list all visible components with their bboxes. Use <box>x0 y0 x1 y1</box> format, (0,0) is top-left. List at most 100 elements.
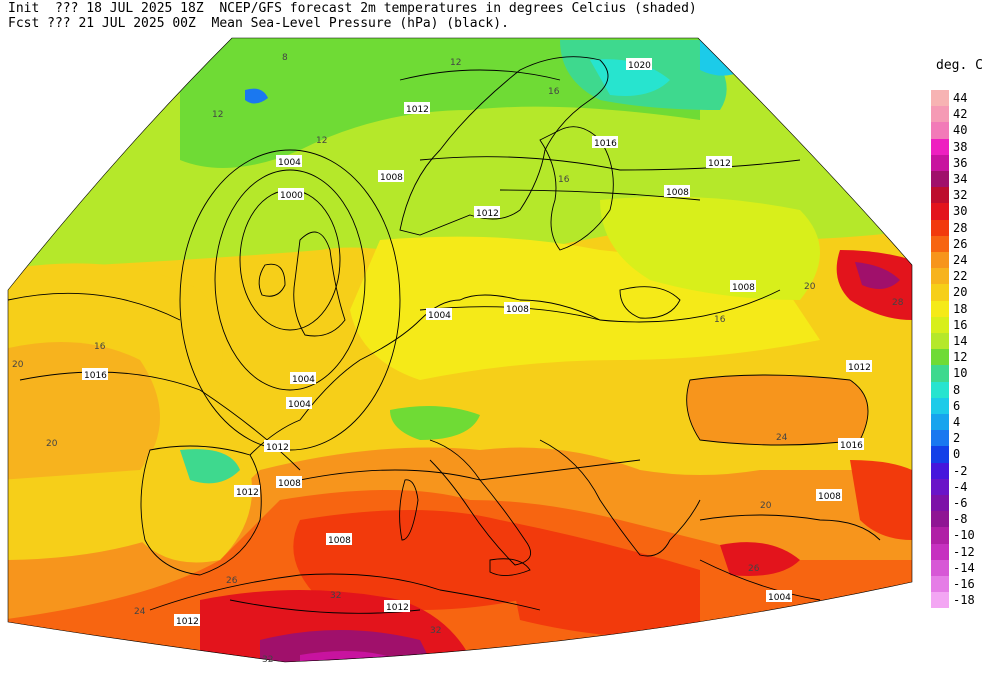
colorbar-entry: 16 <box>931 316 991 333</box>
colorbar-label: 8 <box>953 382 961 397</box>
temp-label: 20 <box>46 439 58 449</box>
colorbar-swatch <box>931 462 949 479</box>
temp-label: 32 <box>430 626 441 636</box>
isobar-label: 1012 <box>706 156 732 169</box>
temperature-label-group: 8 12 12 12 16 16 16 16 20 20 20 20 24 24… <box>12 53 904 665</box>
colorbar-label: -10 <box>953 528 975 543</box>
colorbar-entry: 20 <box>931 284 991 301</box>
chart-subtitle: Mean Sea-Level Pressure (hPa) (black). <box>211 16 509 31</box>
temp-label: 32 <box>262 655 273 665</box>
temp-label: 20 <box>804 282 816 292</box>
colorbar-entry: -10 <box>931 527 991 544</box>
colorbar-swatch <box>931 300 949 317</box>
colorbar-label: 14 <box>953 334 968 348</box>
colorbar-entry: 38 <box>931 138 991 155</box>
colorbar-swatch <box>931 203 949 220</box>
colorbar-entry: 10 <box>931 365 991 382</box>
svg-text:1004: 1004 <box>278 158 301 168</box>
colorbar-swatch <box>931 122 949 139</box>
svg-text:1012: 1012 <box>236 488 259 498</box>
colorbar-label: 2 <box>953 431 961 446</box>
isobar-label: 1016 <box>592 136 618 149</box>
colorbar-label: -16 <box>953 577 975 591</box>
colorbar-entry: 26 <box>931 235 991 252</box>
colorbar-entry: 40 <box>931 122 991 139</box>
svg-text:1016: 1016 <box>840 441 863 451</box>
isobars <box>7 69 821 614</box>
isobar-label: 1012 <box>384 600 410 613</box>
colorbar-label: 22 <box>953 269 968 284</box>
colorbar-label: 40 <box>953 123 968 138</box>
colorbar-swatch <box>931 235 949 252</box>
colorbar-swatch <box>931 268 949 285</box>
colorbar-entry: 42 <box>931 106 991 123</box>
colorbar-swatch <box>931 154 949 171</box>
temp-label: 32 <box>330 591 341 601</box>
colorbar-entry: 32 <box>931 187 991 204</box>
isobar-label: 1008 <box>664 185 690 198</box>
colorbar-swatch <box>931 316 949 333</box>
colorbar-entry: 36 <box>931 154 991 171</box>
colorbar-label: -18 <box>953 593 975 608</box>
colorbar-title: deg. C <box>936 58 983 73</box>
temp-label: 26 <box>748 564 760 574</box>
isobar-label: 1012 <box>474 206 500 219</box>
isobar-label: 1012 <box>846 360 872 373</box>
isobar-label: 1012 <box>264 440 290 453</box>
colorbar-label: 34 <box>953 172 968 186</box>
svg-text:1016: 1016 <box>84 371 107 381</box>
colorbar-swatch <box>931 252 949 269</box>
svg-text:1012: 1012 <box>386 603 409 613</box>
colorbar-swatch <box>931 106 949 123</box>
colorbar-label: -8 <box>953 512 968 527</box>
colorbar-swatch <box>931 284 949 301</box>
colorbar-label: 10 <box>953 366 968 381</box>
colorbar-label: 24 <box>953 253 968 267</box>
isobar-label: 1020 <box>626 58 652 71</box>
colorbar-label: -2 <box>953 463 968 478</box>
colorbar-label: 16 <box>953 317 968 332</box>
colorbar-swatch <box>931 90 949 107</box>
isobar-label: 1008 <box>276 476 302 489</box>
temp-label: 26 <box>226 576 238 586</box>
colorbar-label: -4 <box>953 479 968 494</box>
colorbar-swatch <box>931 219 949 236</box>
svg-text:1008: 1008 <box>278 479 301 489</box>
colorbar-swatch <box>931 478 949 495</box>
colorbar-entry: 18 <box>931 300 991 317</box>
svg-text:1008: 1008 <box>380 173 403 183</box>
svg-text:1008: 1008 <box>328 536 351 546</box>
svg-text:1008: 1008 <box>818 492 841 502</box>
svg-text:1012: 1012 <box>848 363 871 373</box>
colorbar-entry: 24 <box>931 252 991 269</box>
isobar-label-group: 1020 1016 1012 1008 1004 1000 1004 1008 … <box>82 58 872 627</box>
colorbar-swatch <box>931 495 949 512</box>
temp-label: 28 <box>892 298 904 308</box>
colorbar-label: 32 <box>953 188 968 203</box>
coastlines <box>140 56 881 611</box>
colorbar-swatch <box>931 559 949 576</box>
colorbar-entry: -8 <box>931 511 991 528</box>
colorbar-entry: -6 <box>931 495 991 512</box>
colorbar-label: 38 <box>953 139 968 154</box>
colorbar-label: 36 <box>953 155 968 170</box>
colorbar-entry: 30 <box>931 203 991 220</box>
colorbar-entry: -16 <box>931 576 991 593</box>
svg-text:1004: 1004 <box>292 375 315 385</box>
isobar-label: 1008 <box>816 489 842 502</box>
isobar-label: 1004 <box>766 590 792 603</box>
temp-label: 16 <box>714 315 726 325</box>
colorbar-entry: 0 <box>931 446 991 463</box>
colorbar-swatch <box>931 365 949 382</box>
colorbar-entry: 34 <box>931 171 991 188</box>
temp-label: 12 <box>316 136 327 146</box>
temp-label: 12 <box>212 110 223 120</box>
colorbar-entry: 6 <box>931 397 991 414</box>
colorbar-entry: 28 <box>931 219 991 236</box>
colorbar-swatch <box>931 511 949 528</box>
svg-text:1000: 1000 <box>280 191 303 201</box>
temp-label: 20 <box>12 360 24 370</box>
isobar-label: 1008 <box>504 302 530 315</box>
colorbar-entry: 4 <box>931 414 991 431</box>
temp-label: 16 <box>94 342 106 352</box>
